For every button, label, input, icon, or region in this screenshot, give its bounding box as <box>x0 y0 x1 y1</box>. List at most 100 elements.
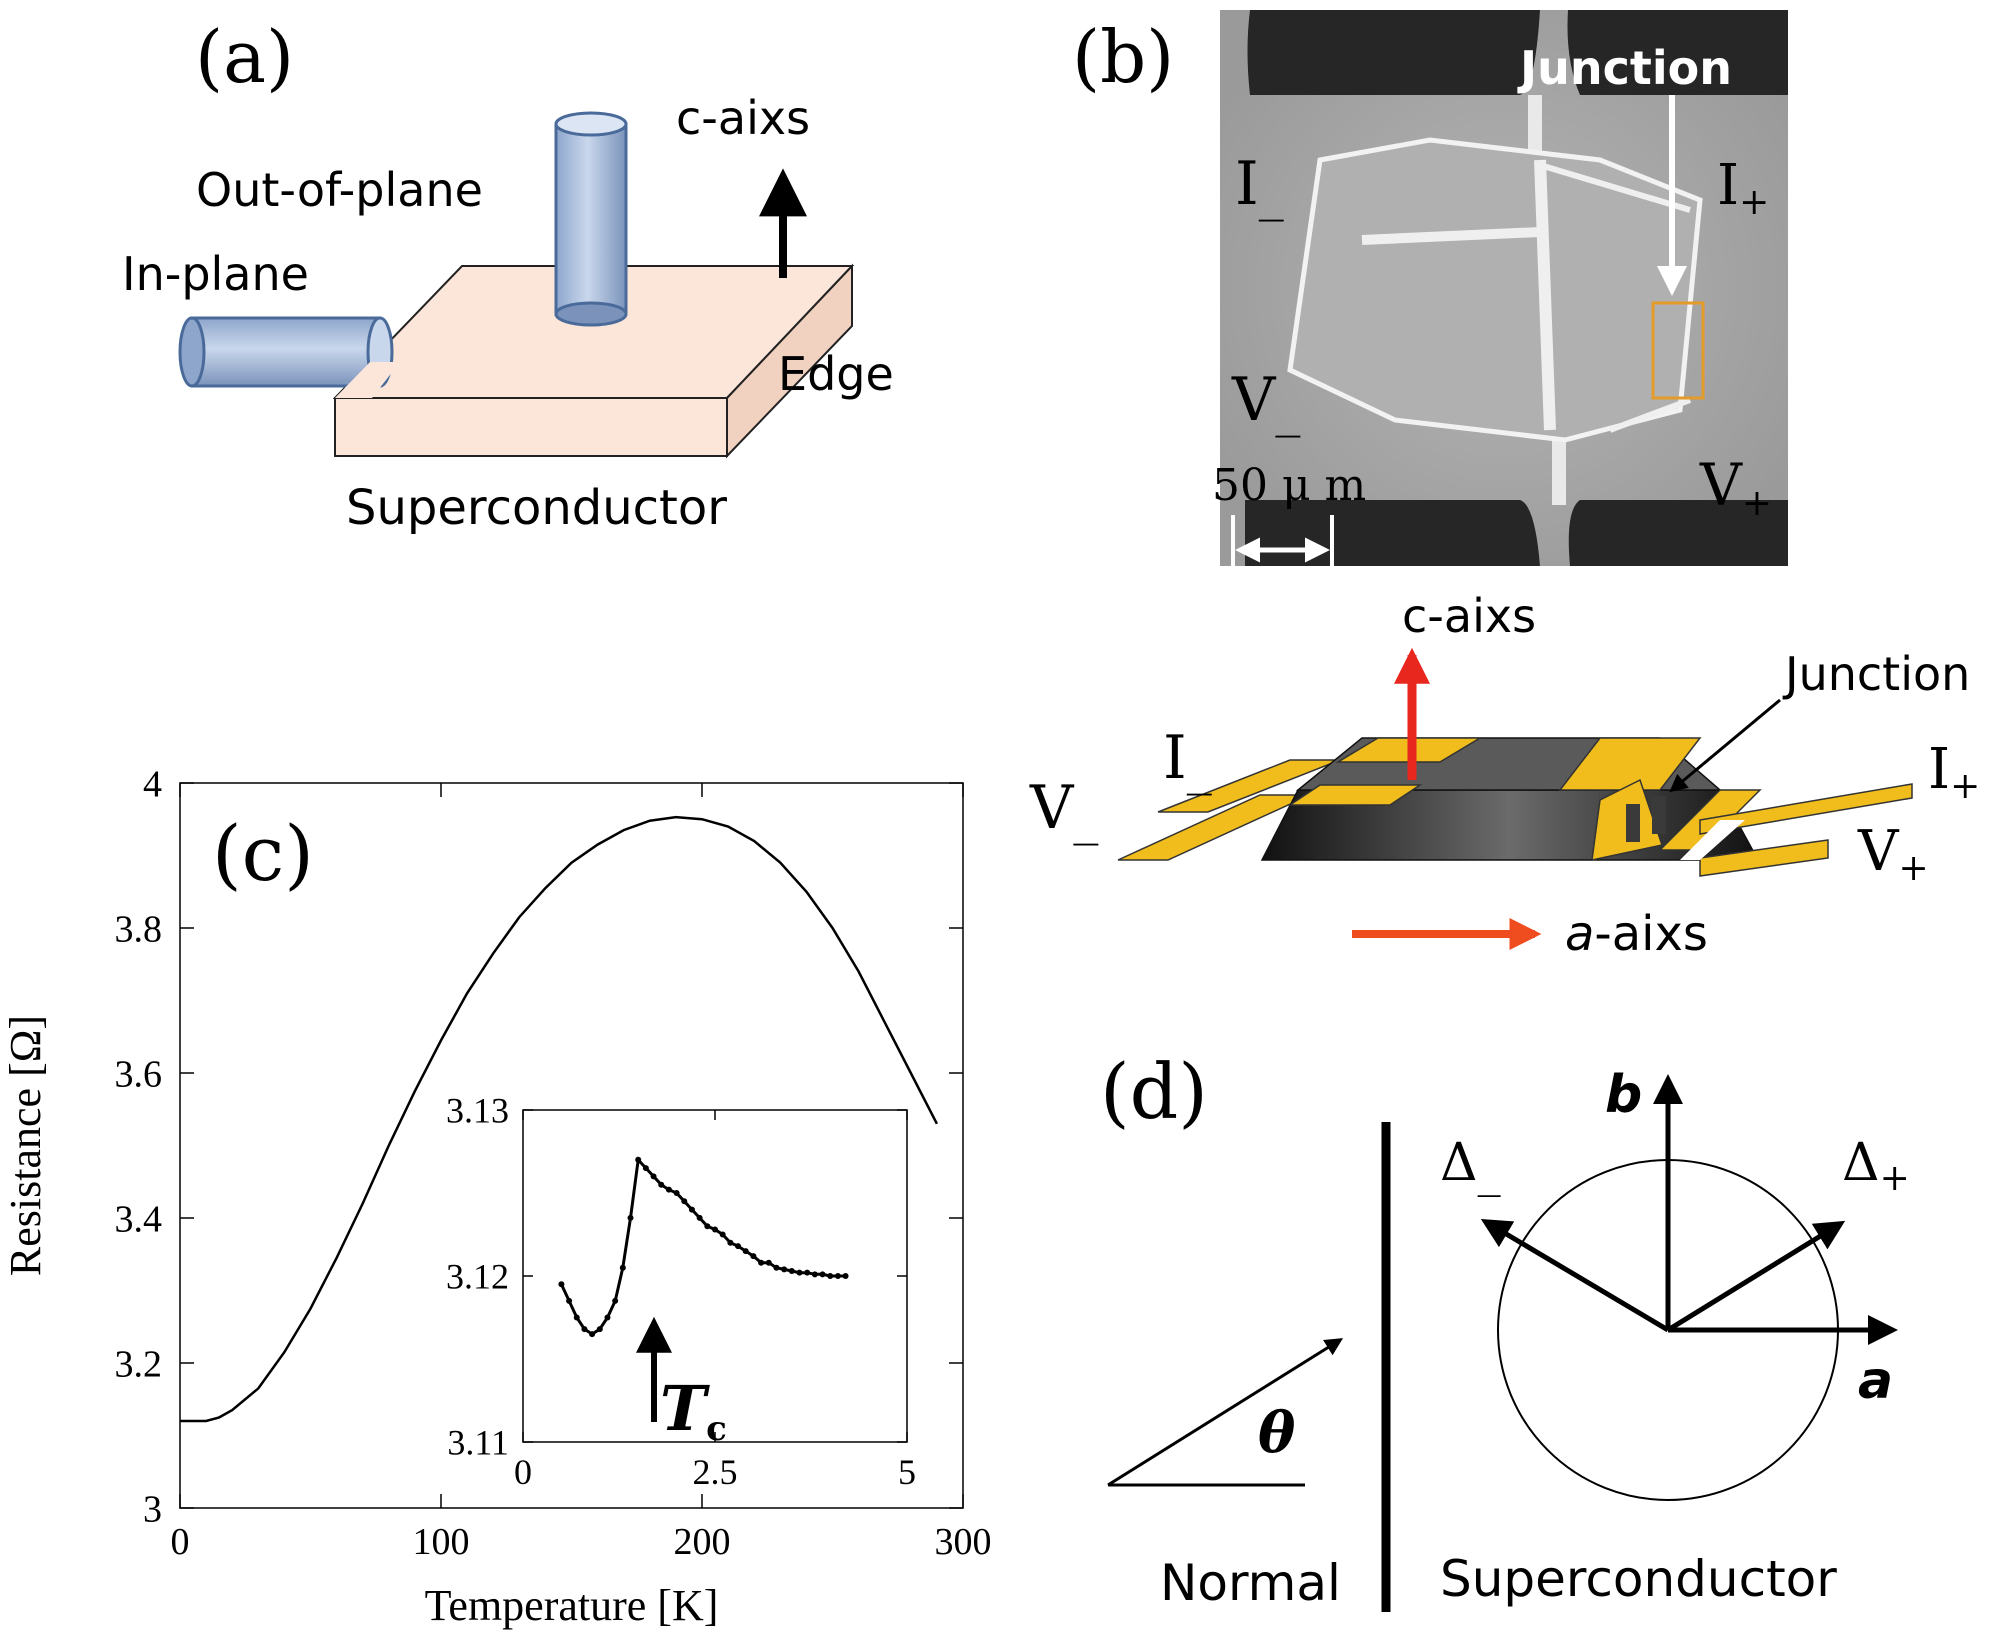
inset-point <box>635 1156 642 1163</box>
inset-point <box>673 1190 680 1196</box>
junction-arrow-schematic <box>1669 698 1781 793</box>
superconductor-label-d: Superconductor <box>1440 1550 1837 1608</box>
main-xtick-label: 200 <box>674 1521 731 1563</box>
main-xtick-label: 300 <box>935 1521 992 1563</box>
inset-point <box>765 1259 772 1266</box>
sem-image: Junction I_ I+ V_ V+ 50 μ m <box>1212 10 1788 566</box>
superconductor-slab-front <box>334 397 728 457</box>
panel-d: (d) b a Δ+ Δ_ θ Normal Superconductor <box>1100 1047 1910 1612</box>
panel-c: 0 100 200 300 3 3.2 3.4 3.6 3.8 4 Temperature [K] R… <box>1 763 992 1630</box>
inset-point <box>589 1331 596 1338</box>
delta-minus-arrow <box>1480 1218 1670 1333</box>
junction-label-sem: Junction <box>1517 41 1732 95</box>
inset-point <box>558 1281 565 1288</box>
inset-point <box>796 1269 803 1276</box>
inset-point <box>811 1271 818 1278</box>
b-label: b <box>1605 1065 1642 1125</box>
main-ytick-label: 4 <box>143 763 162 805</box>
theta-label: θ <box>1258 1400 1296 1466</box>
inset-point <box>658 1181 665 1188</box>
panel-a: (a) c-aixs Out-of-plane In-plane Edge Su… <box>122 15 894 536</box>
inset-point <box>781 1266 788 1273</box>
sem-v-plus: V+ <box>1699 451 1772 524</box>
inset-point <box>627 1214 634 1221</box>
inset-xtick-label: 2.5 <box>693 1452 738 1492</box>
delta-plus-label: Δ+ <box>1842 1133 1910 1199</box>
inset-xtick-label: 0 <box>514 1452 532 1492</box>
main-ytick-label: 3.2 <box>115 1343 163 1385</box>
inset-point <box>604 1314 611 1321</box>
inset-point <box>735 1243 742 1250</box>
inset-point <box>804 1269 811 1276</box>
incidence-arrow <box>1107 1338 1344 1487</box>
inset-point <box>788 1268 795 1275</box>
inset-point <box>742 1248 749 1255</box>
inset-point <box>704 1223 711 1230</box>
inset-point <box>665 1186 672 1193</box>
inset-series-trace <box>560 1156 846 1336</box>
panel-a-label: (a) <box>195 15 294 99</box>
inset-point <box>827 1273 834 1279</box>
inset-point <box>688 1206 695 1213</box>
a-label-d: a <box>1858 1351 1893 1411</box>
sem-i-minus: I_ <box>1235 149 1284 222</box>
panel-b-label: (b) <box>1072 15 1174 99</box>
main-ytick-label: 3.6 <box>115 1053 163 1095</box>
inset-point <box>727 1239 734 1246</box>
inset-point <box>750 1253 757 1260</box>
main-ytick-label: 3.4 <box>115 1198 163 1240</box>
in-plane-label: In-plane <box>122 247 309 301</box>
schem-i-minus: I_ <box>1163 723 1212 796</box>
main-series-line <box>180 815 939 1423</box>
main-ytick-label: 3.8 <box>115 908 163 950</box>
sem-v-minus: V_ <box>1231 365 1300 438</box>
schem-v-plus: V+ <box>1857 819 1929 889</box>
device-schematic: c-aixs Junction I_ V_ I+ V+ a-aixs <box>1029 589 1980 962</box>
inset-point <box>681 1198 688 1205</box>
out-of-plane-label: Out-of-plane <box>196 163 483 217</box>
a-axis-label: a-aixs <box>1565 906 1708 962</box>
superconductor-slab-side <box>726 263 853 459</box>
inset-point <box>696 1214 703 1221</box>
delta-plus-arrow <box>1666 1220 1846 1333</box>
inset-point <box>573 1314 580 1321</box>
c-axis-label-schematic: c-aixs <box>1402 589 1536 643</box>
main-ylabel: Resistance [Ω] <box>1 1015 50 1276</box>
superconductor-label-a: Superconductor <box>346 480 727 536</box>
schem-v-minus: V_ <box>1029 773 1098 846</box>
inset-point <box>566 1297 573 1304</box>
c-axis-label: c-aixs <box>676 91 810 145</box>
inset-point <box>619 1264 626 1271</box>
out-of-plane-cylinder <box>554 111 628 327</box>
main-xlabel: Temperature [K] <box>425 1581 719 1630</box>
inset-point <box>650 1173 657 1180</box>
inset-point <box>642 1165 649 1172</box>
inset-point <box>712 1226 718 1233</box>
main-xtick-label: 100 <box>413 1521 470 1563</box>
panel-d-label: (d) <box>1100 1047 1208 1136</box>
delta-minus-label: Δ_ <box>1440 1133 1501 1197</box>
inset-point <box>773 1264 780 1271</box>
main-xtick-label: 0 <box>171 1521 190 1563</box>
inset-xtick-label: 5 <box>898 1452 916 1492</box>
inset-point <box>719 1231 726 1238</box>
main-frame <box>179 782 964 1509</box>
inset-ytick-label: 3.11 <box>447 1423 509 1463</box>
inset-frame <box>522 1109 908 1443</box>
edge-label: Edge <box>778 347 894 401</box>
inset-point <box>758 1259 765 1266</box>
inset-point <box>834 1273 841 1279</box>
junction-label-schematic: Junction <box>1782 647 1970 701</box>
normal-label: Normal <box>1160 1554 1341 1612</box>
schem-i-plus: I+ <box>1928 737 1980 807</box>
inset-ytick-label: 3.12 <box>446 1257 509 1297</box>
inset-point <box>819 1271 826 1278</box>
inset-point <box>612 1297 619 1304</box>
inset-chart: 0 2.5 5 3.11 3.12 3.13 <box>446 1091 916 1492</box>
inset-point <box>581 1326 588 1333</box>
inset-point <box>596 1326 603 1333</box>
panel-b: (b) Junction I_ I+ V_ <box>1072 10 1788 566</box>
tc-label: Tc <box>660 1372 727 1449</box>
inset-ytick-label: 3.13 <box>446 1091 509 1131</box>
